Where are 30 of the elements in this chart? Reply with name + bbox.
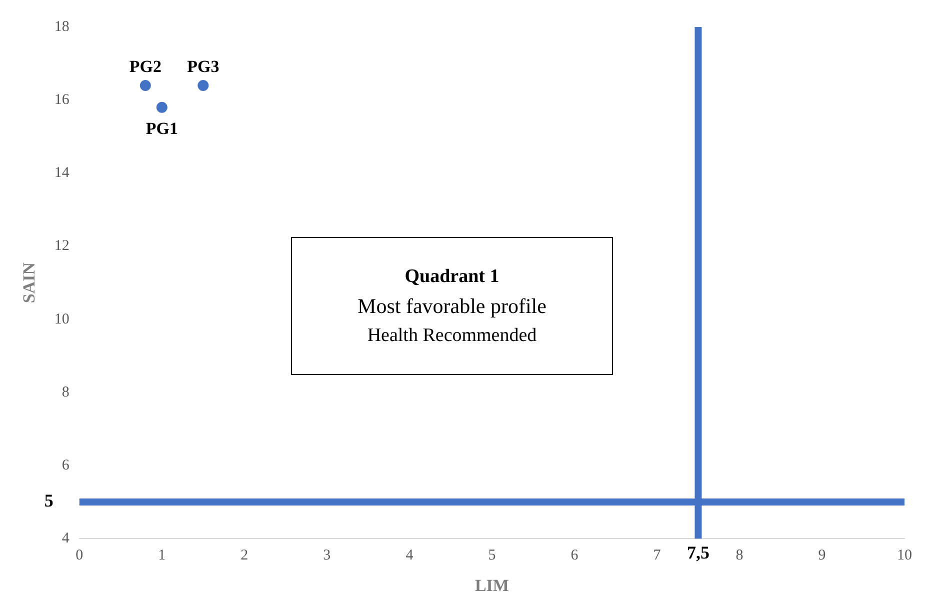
x-tick-label: 5	[488, 548, 496, 564]
y-tick-label: 18	[54, 18, 70, 35]
x-tick-label: 2	[240, 548, 248, 564]
ref-line-label: 7,5	[686, 542, 710, 562]
annotation: Quadrant 1	[404, 266, 500, 288]
annotation: Health Recommended	[367, 324, 537, 346]
x-tick-label: 4	[406, 548, 414, 564]
y-tick-label: 8	[62, 384, 70, 400]
x-tick-label: 9	[818, 548, 826, 564]
x-tick-label: 6	[570, 548, 579, 564]
y-tick-label: 6	[62, 457, 70, 474]
series-label: PG1	[146, 118, 178, 138]
y-tick-label: 10	[54, 311, 70, 328]
y-tick-label: 16	[54, 92, 70, 108]
x-tick-label: 3	[323, 548, 331, 564]
x-axis-title: LIM	[474, 576, 509, 596]
series-label: PG2	[129, 56, 162, 76]
x-tick-label: 7	[653, 548, 662, 564]
y-axis-title: SAIN	[20, 262, 39, 304]
y-tick-label: 4	[62, 530, 70, 547]
annotation: Most favorable profile	[358, 294, 546, 318]
x-tick-label: 1	[158, 548, 166, 564]
y-tick-label: 14	[54, 165, 70, 182]
x-tick-label: 8	[736, 548, 744, 564]
text-box: Quadrant 1 Most favorable profile Health Recommended	[291, 237, 613, 375]
x-tick-label: 10	[897, 548, 912, 564]
series-label: PG3	[187, 56, 220, 76]
y-tick-label: 12	[54, 238, 70, 254]
ref-line-label: 5	[44, 490, 54, 511]
x-tick-label: 0	[76, 548, 84, 564]
